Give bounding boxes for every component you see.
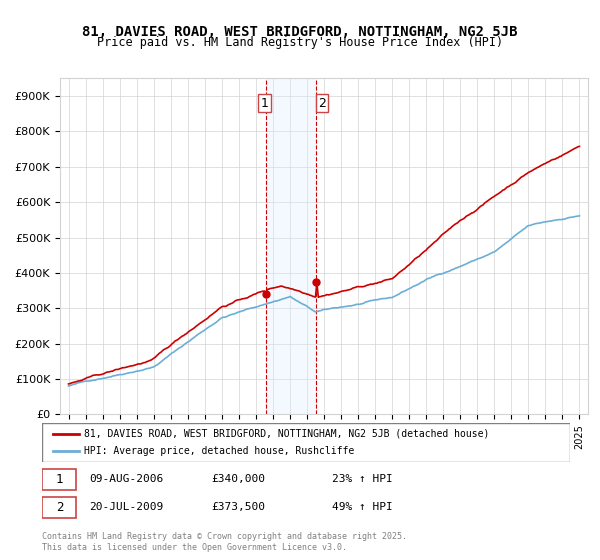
Text: Price paid vs. HM Land Registry's House Price Index (HPI): Price paid vs. HM Land Registry's House … bbox=[97, 36, 503, 49]
Text: 2: 2 bbox=[56, 501, 63, 514]
Text: 20-JUL-2009: 20-JUL-2009 bbox=[89, 502, 164, 512]
Text: 23% ↑ HPI: 23% ↑ HPI bbox=[332, 474, 393, 484]
Text: 81, DAVIES ROAD, WEST BRIDGFORD, NOTTINGHAM, NG2 5JB (detached house): 81, DAVIES ROAD, WEST BRIDGFORD, NOTTING… bbox=[84, 429, 490, 439]
Text: 1: 1 bbox=[261, 97, 269, 110]
FancyBboxPatch shape bbox=[42, 497, 76, 518]
Text: £340,000: £340,000 bbox=[211, 474, 265, 484]
FancyBboxPatch shape bbox=[42, 423, 570, 462]
Text: 81, DAVIES ROAD, WEST BRIDGFORD, NOTTINGHAM, NG2 5JB: 81, DAVIES ROAD, WEST BRIDGFORD, NOTTING… bbox=[82, 25, 518, 39]
Text: 49% ↑ HPI: 49% ↑ HPI bbox=[332, 502, 393, 512]
Text: 2: 2 bbox=[318, 97, 326, 110]
Bar bbox=[266, 78, 316, 414]
Text: 09-AUG-2006: 09-AUG-2006 bbox=[89, 474, 164, 484]
Text: £373,500: £373,500 bbox=[211, 502, 265, 512]
Text: Contains HM Land Registry data © Crown copyright and database right 2025.
This d: Contains HM Land Registry data © Crown c… bbox=[42, 532, 407, 552]
Text: 1: 1 bbox=[56, 473, 63, 486]
FancyBboxPatch shape bbox=[42, 469, 76, 490]
Text: HPI: Average price, detached house, Rushcliffe: HPI: Average price, detached house, Rush… bbox=[84, 446, 355, 456]
